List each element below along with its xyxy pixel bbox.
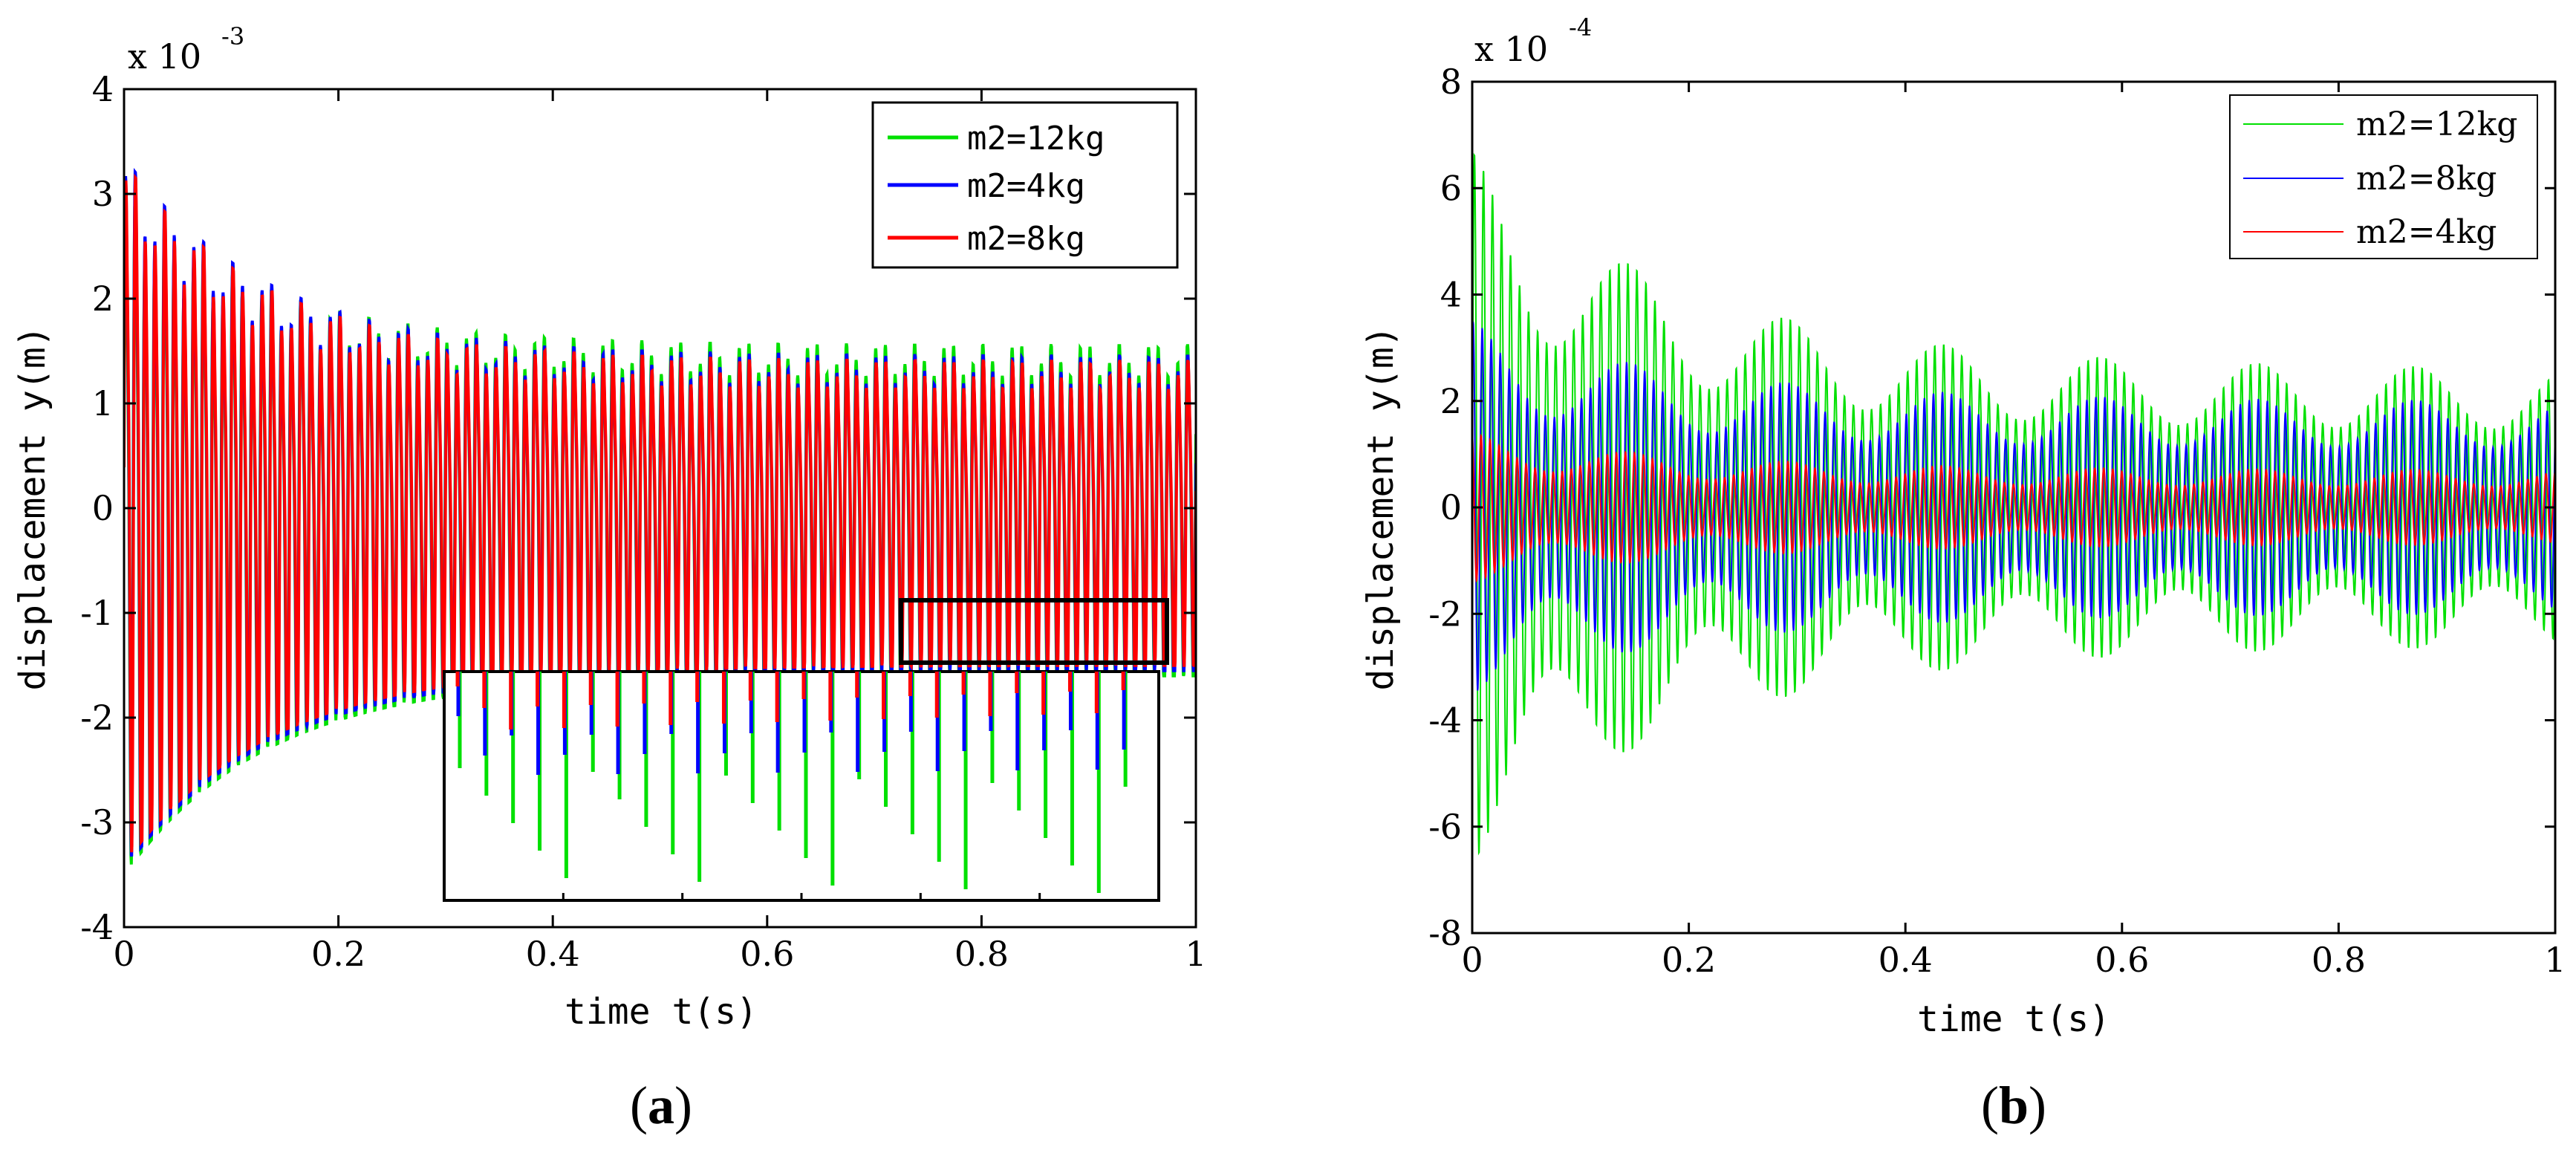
chart-a-legend-box: [871, 101, 1179, 269]
chart-a-panel-letter: a: [648, 1076, 674, 1135]
legend-a-label-m2-8kg: m2=8kg: [967, 220, 1085, 258]
legend-b-label-m2-4kg: m2=4kg: [2356, 213, 2497, 251]
chart-a-y-tick-label: -1: [80, 593, 114, 633]
chart-a-x-tick-label: 0.8: [954, 934, 1009, 974]
chart-b-traces: [1472, 152, 2555, 856]
chart-a-inset: [443, 670, 1160, 902]
chart-b-x-tick-label: 1: [2544, 940, 2566, 980]
chart-a-ticks: 0 0.2 0.4 0.6 0.8 1 -4 -3 -2 -1 0 1 2 3 4: [80, 69, 1206, 974]
chart-b-ticks: 0 0.2 0.4 0.6 0.8 1 -8 -6 -4 -2 0 2 4 6 8: [1428, 62, 2566, 980]
chart-a-inset-frame: [443, 670, 1160, 902]
chart-b-y-axis-label: displacement y(m): [1360, 325, 1402, 690]
chart-b-y-tick-label: 2: [1440, 381, 1462, 421]
chart-b-scale-exponent: -4: [1569, 13, 1592, 42]
chart-a-x-tick-label: 0: [113, 934, 134, 974]
series-b-m2-8kg: [1472, 321, 2555, 691]
chart-b-y-tick-label: 8: [1440, 62, 1462, 102]
chart-b-x-tick-label: 0.8: [2312, 940, 2366, 980]
chart-b: 0 0.2 0.4 0.6 0.8 1 -8 -6 -4 -2 0 2 4 6 8 x 10 -4 time…: [1360, 13, 2566, 1135]
chart-b-y-tick-label: -2: [1428, 594, 1462, 634]
chart-a-y-tick-label: 2: [92, 279, 114, 319]
chart-a-y-tick-label: 1: [92, 383, 114, 423]
chart-b-scale-prefix: x 10: [1474, 29, 1548, 69]
chart-b-y-tick-label: 6: [1440, 168, 1462, 208]
chart-a-y-tick-label: 3: [92, 174, 114, 214]
chart-b-x-tick-label: 0.2: [1662, 940, 1716, 980]
chart-a-x-axis-label: time t(s): [565, 991, 758, 1033]
chart-b-legend: m2=12kg m2=8kg m2=4kg: [2229, 94, 2538, 259]
chart-b-x-tick-label: 0.6: [2095, 940, 2149, 980]
chart-a-series-group: [124, 168, 1196, 865]
chart-a-x-tick-label: 0.4: [526, 934, 580, 974]
chart-a-legend: m2=12kg m2=4kg m2=8kg: [871, 101, 1179, 269]
chart-a-panel-label: (a): [630, 1076, 692, 1135]
chart-b-x-tick-label: 0: [1461, 940, 1483, 980]
chart-b-y-tick-label: -8: [1428, 913, 1462, 953]
chart-b-x-tick-label: 0.4: [1879, 940, 1933, 980]
chart-a: 0 0.2 0.4 0.6 0.8 1 -4 -3 -2 -1 0 1 2 3 4 x 10 -3 time…: [12, 22, 1207, 1135]
chart-a-y-tick-label: 0: [92, 488, 114, 528]
series-b-m2-4kg: [1472, 433, 2555, 583]
chart-a-traces: [124, 168, 1196, 865]
chart-a-scale-prefix: x 10: [128, 36, 201, 77]
chart-b-panel-label: (b): [1981, 1076, 2046, 1135]
chart-a-zoom-box: [899, 598, 1169, 665]
chart-b-x-axis-label: time t(s): [1917, 998, 2110, 1040]
legend-b-label-m2-8kg: m2=8kg: [2356, 160, 2497, 198]
chart-b-y-tick-label: -6: [1428, 807, 1462, 847]
series-b-m2-12kg: [1472, 152, 2555, 856]
legend-a-label-m2-4kg: m2=4kg: [967, 167, 1085, 205]
chart-b-y-tick-label: -4: [1428, 701, 1462, 741]
chart-a-y-tick-label: 4: [92, 69, 114, 109]
chart-a-scale-exponent: -3: [221, 22, 244, 51]
chart-a-y-tick-label: -3: [80, 802, 114, 842]
chart-a-x-tick-label: 1: [1185, 934, 1206, 974]
chart-a-x-tick-label: 0.6: [740, 934, 794, 974]
chart-b-panel-letter: b: [1999, 1076, 2029, 1135]
chart-b-y-tick-label: 4: [1440, 275, 1462, 315]
legend-a-label-m2-12kg: m2=12kg: [967, 120, 1105, 157]
series-a-m2-8kg: [124, 173, 1196, 853]
chart-a-y-tick-label: -2: [80, 698, 114, 738]
chart-a-y-tick-label: -4: [80, 907, 114, 947]
chart-a-y-axis-label: displacement y(m): [12, 325, 53, 690]
legend-b-label-m2-12kg: m2=12kg: [2356, 105, 2517, 143]
chart-b-y-tick-label: 0: [1440, 487, 1462, 527]
chart-a-x-tick-label: 0.2: [311, 934, 365, 974]
chart-b-series-group: [1472, 152, 2555, 856]
